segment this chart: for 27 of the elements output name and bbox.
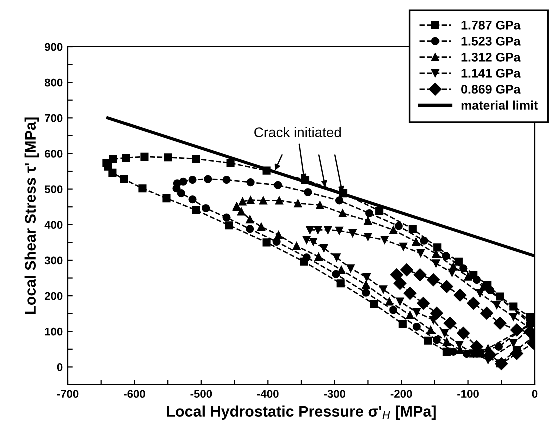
y-tick-label: 700 <box>45 114 63 122</box>
x-tick-label: -400 <box>257 390 279 398</box>
x-tick-label: -100 <box>458 390 479 398</box>
y-tick-label: 300 <box>44 256 63 265</box>
x-tick-label: -500 <box>190 390 212 398</box>
y-tick-label: 600 <box>45 150 63 158</box>
y-tick-label: 800 <box>44 78 63 87</box>
legend-label: 1.141 GPa <box>462 69 521 78</box>
y-axis-title: Local Shear Stress τ' [MPa] <box>24 118 40 314</box>
legend-label: material limit <box>462 100 538 110</box>
legend-label: 0.869 GPa <box>462 85 521 94</box>
legend-label: 1.787 GPa <box>462 20 521 30</box>
legend-label: 1.523 GPa <box>462 36 521 46</box>
y-tick-label: 500 <box>44 186 63 194</box>
y-tick-label: 400 <box>44 221 63 230</box>
legend-label: 1.312 GPa <box>462 53 521 62</box>
x-tick-label: -600 <box>124 390 146 398</box>
annotation: Crack initiated <box>254 127 341 138</box>
x-tick-label: -200 <box>390 390 412 398</box>
x-tick-label: 0 <box>532 390 538 398</box>
x-axis-title: Local Hydrostatic Pressure σ'$_{H}$ [MPa] <box>167 406 436 420</box>
x-tick-label: -700 <box>57 390 79 398</box>
y-tick-label: 100 <box>45 328 63 336</box>
y-tick-label: 200 <box>44 292 63 300</box>
y-tick-label: 0 <box>57 363 63 372</box>
x-tick-label: -300 <box>324 390 346 398</box>
y-tick-label: 900 <box>44 43 63 52</box>
